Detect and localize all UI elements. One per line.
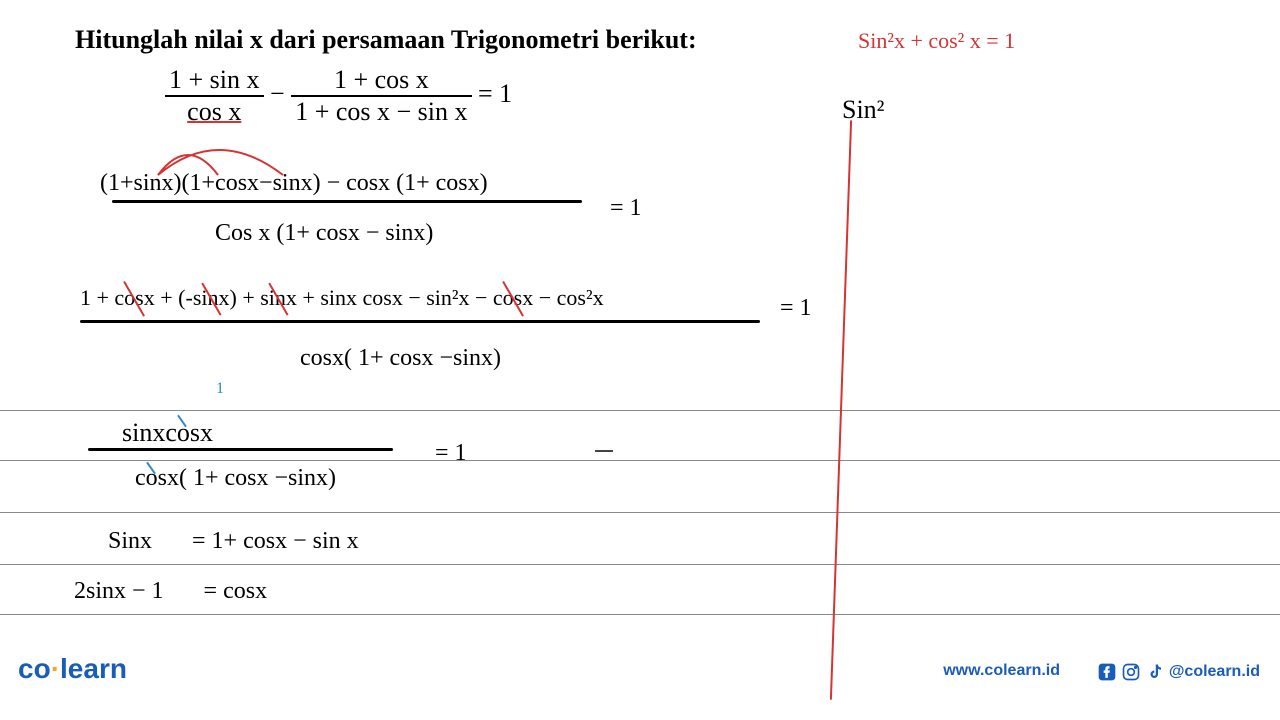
trig-identity: Sin²x + cos² x = 1 bbox=[858, 28, 1015, 54]
step1-fraction-line bbox=[112, 200, 582, 203]
ruled-line bbox=[0, 564, 1280, 565]
step4-lhs: Sinx bbox=[108, 528, 152, 554]
step1-numerator: (1+sinx)(1+cosx−sinx) − cosx (1+ cosx) bbox=[100, 170, 488, 197]
step2-equals: = 1 bbox=[780, 295, 812, 322]
step4-rhs: = 1+ cosx − sin x bbox=[192, 528, 359, 554]
step5-equation: 2sinx − 1 = cosx bbox=[74, 578, 267, 605]
website-url: www.colearn.id bbox=[943, 662, 1060, 680]
step5-lhs: 2sinx − 1 bbox=[74, 578, 164, 604]
logo-dot: · bbox=[51, 653, 60, 684]
social-handle-text: @colearn.id bbox=[1169, 663, 1260, 681]
social-handle: @colearn.id bbox=[1097, 662, 1260, 682]
colearn-logo: co·learn bbox=[18, 653, 127, 685]
logo-learn: learn bbox=[60, 653, 127, 684]
ruled-line bbox=[0, 512, 1280, 513]
sin-squared-note: Sin² bbox=[842, 95, 884, 125]
step2-numerator: 1 + cosx + (-sinx) + sinx + sinx cosx − … bbox=[80, 285, 604, 311]
step5-rhs: = cosx bbox=[204, 578, 268, 604]
fraction-1: 1 + sin x cos x bbox=[165, 65, 264, 127]
step1-equals: = 1 bbox=[610, 195, 642, 222]
step2-denominator: cosx( 1+ cosx −sinx) bbox=[300, 345, 501, 372]
step4-equation: Sinx = 1+ cosx − sin x bbox=[108, 528, 359, 555]
minus-sign: − bbox=[270, 79, 285, 108]
instagram-icon bbox=[1121, 662, 1141, 682]
ruled-line bbox=[0, 614, 1280, 615]
step3-equals: = 1 bbox=[435, 440, 467, 467]
ruled-line bbox=[0, 410, 1280, 411]
step3-denominator: cosx( 1+ cosx −sinx) bbox=[135, 465, 336, 492]
ruled-line bbox=[0, 460, 1280, 461]
step3-fraction-line bbox=[88, 448, 393, 451]
equation-rhs: = 1 bbox=[478, 79, 512, 108]
facebook-icon bbox=[1097, 662, 1117, 682]
step3-numerator: sinxcosx bbox=[122, 418, 213, 448]
step2-fraction-line bbox=[80, 320, 760, 323]
frac1-denominator: cos x bbox=[165, 97, 264, 127]
frac1-numerator: 1 + sin x bbox=[165, 65, 264, 97]
main-equation: 1 + sin x cos x − 1 + cos x 1 + cos x − … bbox=[165, 65, 512, 127]
question-text: Hitunglah nilai x dari persamaan Trigono… bbox=[75, 25, 697, 55]
small-one-annotation: 1 bbox=[216, 380, 224, 398]
logo-co: co bbox=[18, 653, 51, 684]
fraction-2: 1 + cos x 1 + cos x − sin x bbox=[291, 65, 471, 127]
step1-denominator: Cos x (1+ cosx − sinx) bbox=[215, 220, 433, 247]
frac2-numerator: 1 + cos x bbox=[291, 65, 471, 97]
frac2-denominator: 1 + cos x − sin x bbox=[291, 97, 471, 127]
tiktok-icon bbox=[1145, 662, 1165, 682]
stray-dash bbox=[595, 450, 613, 452]
